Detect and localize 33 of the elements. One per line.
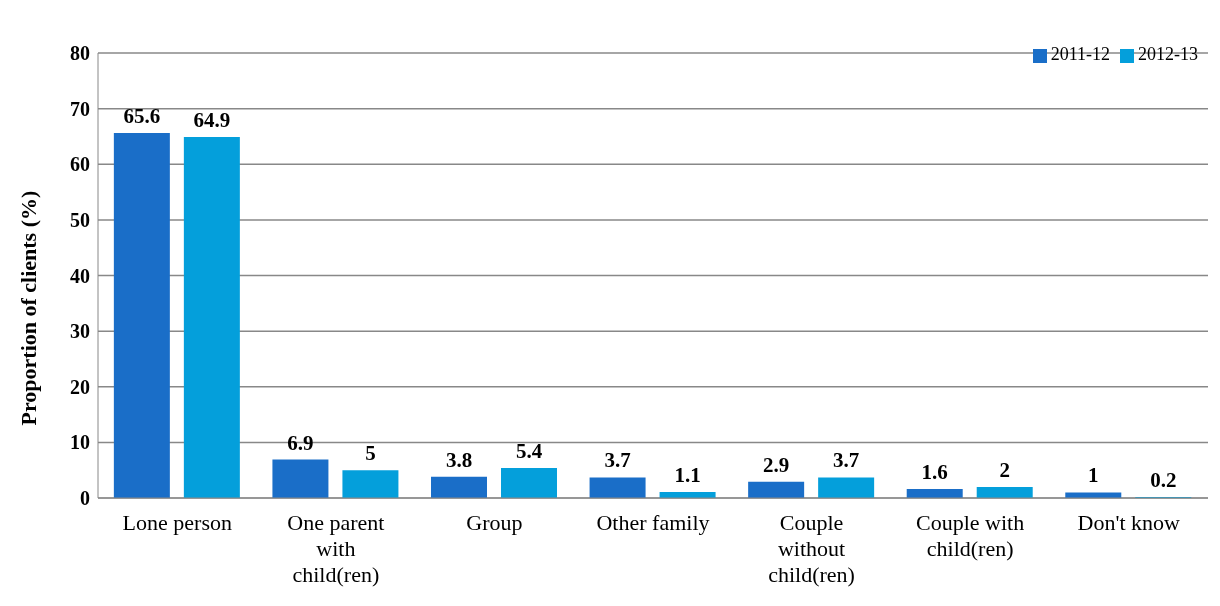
data-label: 2.9 [763,452,790,477]
x-tick-label: One parent with child(ren) [287,510,385,587]
y-tick-label: 20 [70,375,90,398]
y-tick-label: 30 [70,320,90,343]
legend-label: 2012-13 [1138,44,1198,64]
x-tick-label: Group [466,510,523,535]
data-label: 5 [365,441,376,466]
data-label: 3.7 [604,448,631,473]
data-label: 64.9 [193,107,231,132]
data-label: 0.2 [1150,467,1177,492]
y-tick-label: 70 [70,97,90,120]
data-label: 1.6 [921,460,948,485]
x-tick-label: Don't know [1077,510,1180,535]
x-tick-label: Lone person [122,510,232,535]
x-tick-label: Couple with child(ren) [916,510,1025,561]
y-tick-label: 60 [70,153,90,176]
data-label: 3.8 [445,447,473,472]
x-tick-label: Couple without child(ren) [768,510,855,587]
data-label: 6.9 [287,430,314,455]
data-label: 3.7 [833,448,860,473]
data-label: 5.4 [515,438,543,463]
x-tick-label: Other family [596,510,710,535]
y-tick-label: 80 [70,42,90,65]
data-label: 65.6 [123,104,161,129]
data-label: 1.1 [674,462,701,487]
data-label: 1 [1088,463,1099,488]
legend-label: 2011-12 [1050,44,1110,64]
y-tick-label: 10 [70,431,90,454]
y-tick-label: 40 [70,264,90,287]
y-tick-label: 0 [80,487,90,510]
y-axis-title: Proportion of clients (%) [15,190,41,426]
data-label: 2 [999,457,1010,482]
y-tick-label: 50 [70,208,90,231]
